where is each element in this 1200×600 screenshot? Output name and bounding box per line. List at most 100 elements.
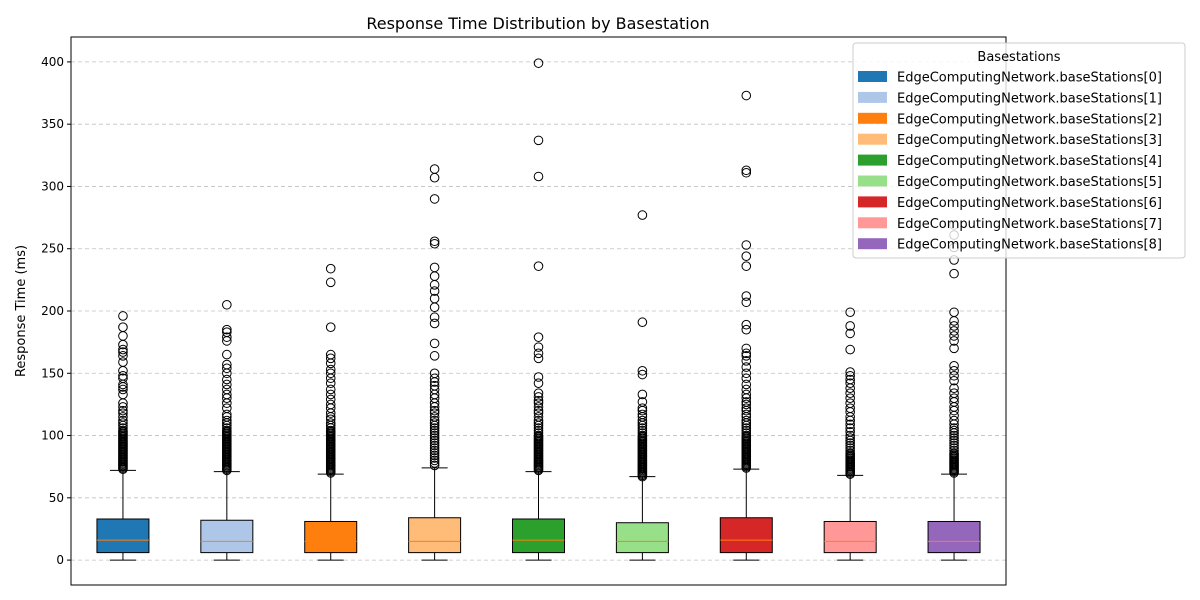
y-tick-label: 200: [41, 304, 64, 318]
outlier-point: [637, 210, 648, 220]
outlier-point: [118, 347, 128, 357]
outlier-point: [533, 348, 544, 359]
outlier-point: [429, 423, 440, 433]
outlier-point: [949, 383, 959, 394]
legend-item-8: EdgeComputingNetwork.baseStations[8]: [858, 238, 1162, 253]
outlier-point: [325, 368, 336, 379]
outlier-point: [533, 405, 544, 416]
outlier-point: [118, 322, 128, 332]
outlier-point: [949, 393, 959, 403]
outlier-point: [222, 415, 232, 426]
outlier-point: [741, 291, 752, 301]
outlier-point: [222, 324, 232, 335]
legend-item-2: EdgeComputingNetwork.baseStations[2]: [858, 112, 1162, 127]
outlier-point: [533, 415, 544, 426]
legend-frame: [852, 42, 1186, 259]
legend-item-3: EdgeComputingNetwork.baseStations[3]: [858, 133, 1162, 148]
outlier-point: [637, 428, 648, 438]
box-plots: [96, 58, 981, 561]
legend-swatch: [858, 196, 887, 208]
outlier-point: [741, 425, 752, 436]
outlier-point: [533, 58, 544, 68]
box-plot-1: [200, 299, 254, 561]
outlier-point: [845, 388, 855, 399]
outlier-point: [118, 344, 128, 355]
outlier-point: [533, 388, 544, 399]
outlier-point: [949, 375, 959, 386]
outlier-point: [533, 353, 544, 364]
outlier-point: [637, 397, 648, 407]
box-plot-8: [927, 220, 981, 561]
outlier-point: [637, 403, 648, 413]
outlier-point: [118, 405, 128, 416]
outlier-point: [429, 418, 440, 428]
box: [615, 522, 669, 554]
outlier-point: [429, 440, 440, 451]
outlier-point: [118, 311, 128, 321]
outlier-point: [741, 384, 752, 395]
outlier-point: [118, 423, 128, 433]
outlier-point: [222, 363, 232, 374]
y-tick-label: 150: [41, 366, 64, 380]
y-tick-label: 100: [41, 429, 64, 443]
outlier-point: [637, 369, 648, 380]
outlier-point: [429, 453, 440, 463]
outlier-point: [533, 412, 544, 422]
outlier-point: [741, 389, 752, 400]
outlier-point: [949, 331, 959, 341]
outlier-point: [325, 384, 336, 395]
outlier-point: [222, 384, 232, 395]
outlier-point: [533, 392, 544, 402]
box: [512, 518, 565, 554]
outlier-point: [533, 395, 544, 406]
legend: Basestations EdgeComputingNetwork.baseSt…: [852, 42, 1186, 259]
legend-item-1: EdgeComputingNetwork.baseStations[1]: [858, 91, 1162, 106]
outlier-point: [325, 394, 336, 405]
outlier-point: [949, 435, 959, 446]
legend-label: EdgeComputingNetwork.baseStations[4]: [897, 154, 1162, 169]
outlier-point: [429, 286, 440, 296]
outlier-point: [325, 399, 336, 410]
y-axis: 0 50 100 150 200 250 300 350 400: [41, 55, 71, 567]
legend-items: EdgeComputingNetwork.baseStations[0] Edge…: [858, 71, 1162, 253]
outlier-point: [533, 408, 544, 418]
outlier-point: [222, 403, 232, 413]
outlier-point: [222, 379, 232, 390]
outlier-point: [533, 402, 544, 412]
outlier-point: [637, 409, 648, 420]
outlier-point: [429, 368, 440, 379]
outlier-point: [741, 428, 752, 438]
outlier-point: [845, 427, 855, 437]
legend-swatch: [858, 91, 887, 103]
outlier-point: [845, 398, 855, 408]
legend-title: Basestations: [977, 50, 1060, 65]
y-tick-label: 50: [49, 491, 64, 505]
outlier-point: [533, 430, 544, 441]
outlier-point: [533, 342, 544, 352]
outlier-point: [741, 261, 752, 271]
box-plot-0: [96, 311, 150, 561]
outlier-point: [741, 167, 752, 178]
box-plot-7: [823, 307, 877, 561]
box: [408, 517, 462, 554]
outlier-point: [637, 430, 648, 441]
outlier-point: [533, 418, 544, 428]
outlier-point: [222, 409, 232, 420]
outlier-point: [429, 455, 440, 466]
y-tick-label: 250: [41, 242, 64, 256]
outlier-point: [741, 362, 752, 372]
outlier-point: [533, 398, 544, 408]
outlier-point: [429, 405, 440, 416]
outlier-point: [533, 261, 544, 271]
outlier-point: [533, 378, 544, 389]
legend-label: EdgeComputingNetwork.baseStations[6]: [897, 196, 1162, 211]
legend-swatch: [858, 154, 887, 166]
outlier-point: [429, 262, 440, 273]
outlier-point: [118, 408, 128, 418]
outlier-point: [741, 165, 752, 176]
outlier-point: [533, 135, 544, 146]
outlier-point: [429, 433, 440, 443]
outlier-point: [325, 322, 336, 332]
legend-swatch: [858, 238, 887, 250]
